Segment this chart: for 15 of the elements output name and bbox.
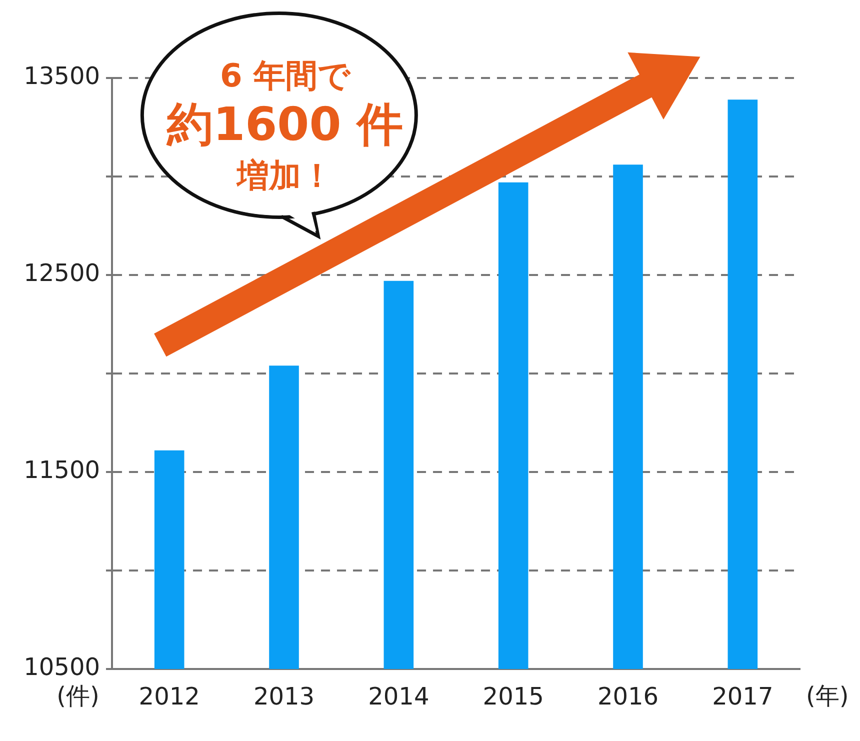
x-tick-label: 2017 xyxy=(712,682,774,711)
y-tick-label: 10500 xyxy=(24,653,100,682)
annotation: 6 年間で xyxy=(220,56,352,95)
annotation: 約1600 件 xyxy=(166,97,404,152)
x-tick-label: 2013 xyxy=(253,682,315,711)
y-tick-label: 11500 xyxy=(24,456,100,484)
y-tick-label: 12500 xyxy=(24,259,100,288)
annotation: 増加！ xyxy=(236,156,334,195)
x-tick-label: 2016 xyxy=(597,682,659,711)
y-tick-label: 13500 xyxy=(24,62,100,90)
y-axis-title: (件) xyxy=(56,682,100,710)
x-tick-label: 2012 xyxy=(138,682,200,711)
x-tick-label: 2015 xyxy=(482,682,544,711)
x-axis-title: (年) xyxy=(806,682,849,710)
x-tick-label: 2014 xyxy=(368,682,430,711)
